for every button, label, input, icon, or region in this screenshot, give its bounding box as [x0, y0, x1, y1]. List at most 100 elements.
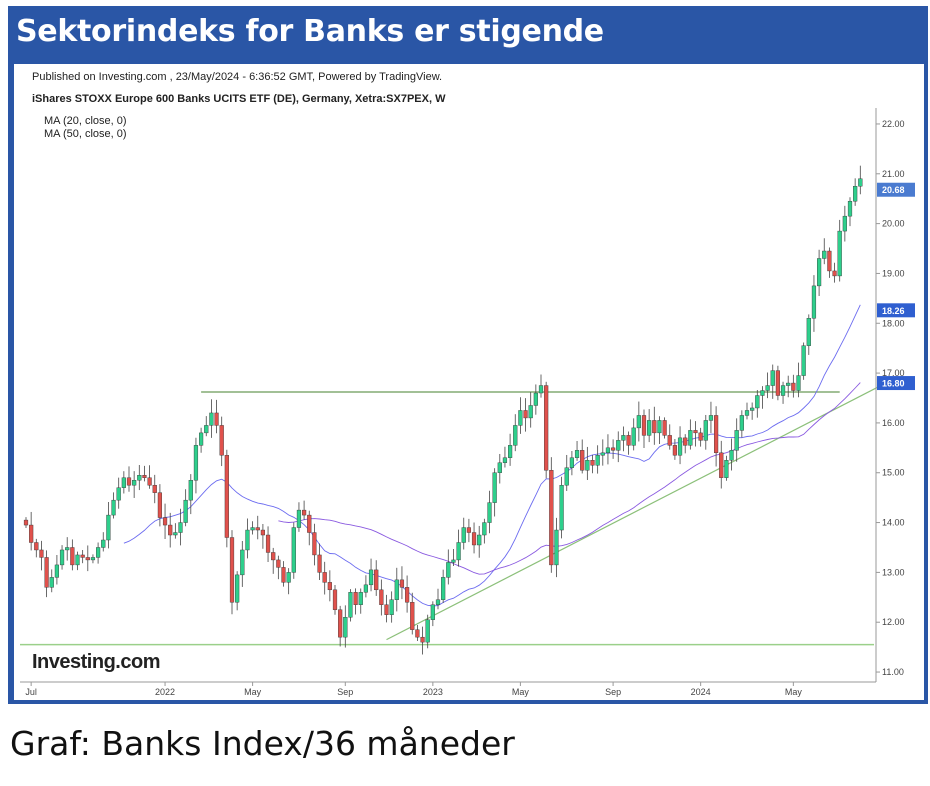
candle [59, 545, 65, 570]
candle-body-up [569, 457, 574, 468]
price-tag-label: 18.26 [882, 306, 905, 316]
price-tick-label: 20.00 [882, 219, 905, 229]
candle-body-up [574, 450, 580, 458]
candle-body-down [832, 270, 837, 277]
candle-body-down [523, 410, 528, 419]
candle [853, 178, 858, 206]
candle [142, 465, 147, 482]
candle-body-down [641, 415, 647, 436]
candle-body-up [554, 529, 559, 566]
instrument-name: iShares STOXX Europe 600 Banks UCITS ETF… [32, 93, 446, 105]
candle [780, 381, 786, 404]
candle [451, 549, 456, 567]
watermark-text: Investing.com [32, 651, 160, 673]
candle [538, 374, 544, 398]
candle-body-down [70, 547, 75, 566]
candle [173, 523, 178, 539]
candle [693, 421, 698, 447]
candle-body-up [647, 420, 652, 436]
candle [420, 626, 425, 655]
candle-body-up [508, 445, 513, 458]
candle [332, 584, 338, 615]
candle-body-up [786, 382, 791, 386]
candle-body-down [580, 450, 585, 471]
candle [338, 605, 343, 647]
candle [441, 569, 446, 604]
candle [307, 510, 312, 546]
candle [827, 247, 832, 278]
candle [786, 375, 791, 398]
candle-body-up [358, 592, 363, 605]
candle-body-up [183, 499, 188, 523]
candle-body-down [719, 452, 724, 478]
candle [209, 399, 214, 438]
candle-body-down [471, 532, 477, 546]
candle-body-down [168, 524, 173, 536]
candle-body-up [198, 432, 204, 446]
candle-body-up [54, 564, 59, 578]
candle-body-down [80, 554, 85, 558]
candle [250, 521, 255, 535]
candle-body-down [662, 420, 667, 436]
candle [312, 523, 317, 566]
candle-body-up [677, 437, 683, 456]
candle [126, 466, 132, 492]
candle [729, 438, 734, 471]
candle-body-up [708, 415, 714, 421]
candle-body-down [302, 509, 307, 516]
candle-body-up [178, 522, 183, 533]
candle-body-up [801, 345, 806, 376]
candle [116, 477, 121, 509]
candle-body-down [39, 549, 44, 558]
candle [739, 410, 744, 438]
candle-body-down [698, 432, 703, 441]
candle [219, 416, 224, 467]
candle [240, 540, 245, 587]
candle [626, 431, 631, 455]
candle [302, 500, 307, 520]
candle [322, 561, 327, 595]
candle [90, 554, 96, 564]
candle [796, 362, 801, 398]
candle [281, 561, 286, 587]
candle-body-down [147, 477, 152, 486]
candle-body-up [739, 415, 744, 431]
candle [641, 409, 647, 448]
candle-body-up [796, 375, 801, 391]
candle-body-down [229, 537, 235, 603]
candle-body-up [343, 617, 348, 638]
candle-body-up [368, 569, 374, 586]
candle-body-down [379, 589, 384, 605]
candle [580, 439, 585, 474]
candle [374, 560, 379, 596]
candle-body-down [44, 557, 49, 588]
candle-body-up [389, 599, 394, 615]
candle [75, 551, 80, 571]
price-tick-label: 22.00 [882, 119, 905, 129]
candle-body-down [152, 484, 157, 493]
candle [343, 605, 348, 648]
candle-body-up [502, 457, 508, 463]
ma-50-line [278, 382, 861, 575]
chart-card: Published on Investing.com , 23/May/2024… [14, 64, 924, 700]
candle-body-up [394, 579, 399, 600]
candle [430, 601, 435, 627]
candle-body-up [518, 410, 523, 426]
candle-body-up [585, 460, 590, 471]
candle [811, 275, 817, 332]
candle [523, 398, 528, 432]
candle-body-down [317, 554, 322, 573]
candle [822, 238, 827, 265]
candle [667, 424, 672, 450]
candle-body-up [822, 250, 827, 259]
candle-body-up [59, 549, 65, 566]
candle [157, 484, 162, 527]
candle [544, 381, 549, 479]
candle-body-up [657, 420, 662, 434]
candle-body-up [101, 539, 106, 548]
candle-body-up [817, 258, 822, 287]
candle [708, 401, 714, 433]
candle-body-up [837, 230, 842, 277]
candle-body-down [327, 582, 332, 591]
candle-body-up [559, 484, 564, 531]
